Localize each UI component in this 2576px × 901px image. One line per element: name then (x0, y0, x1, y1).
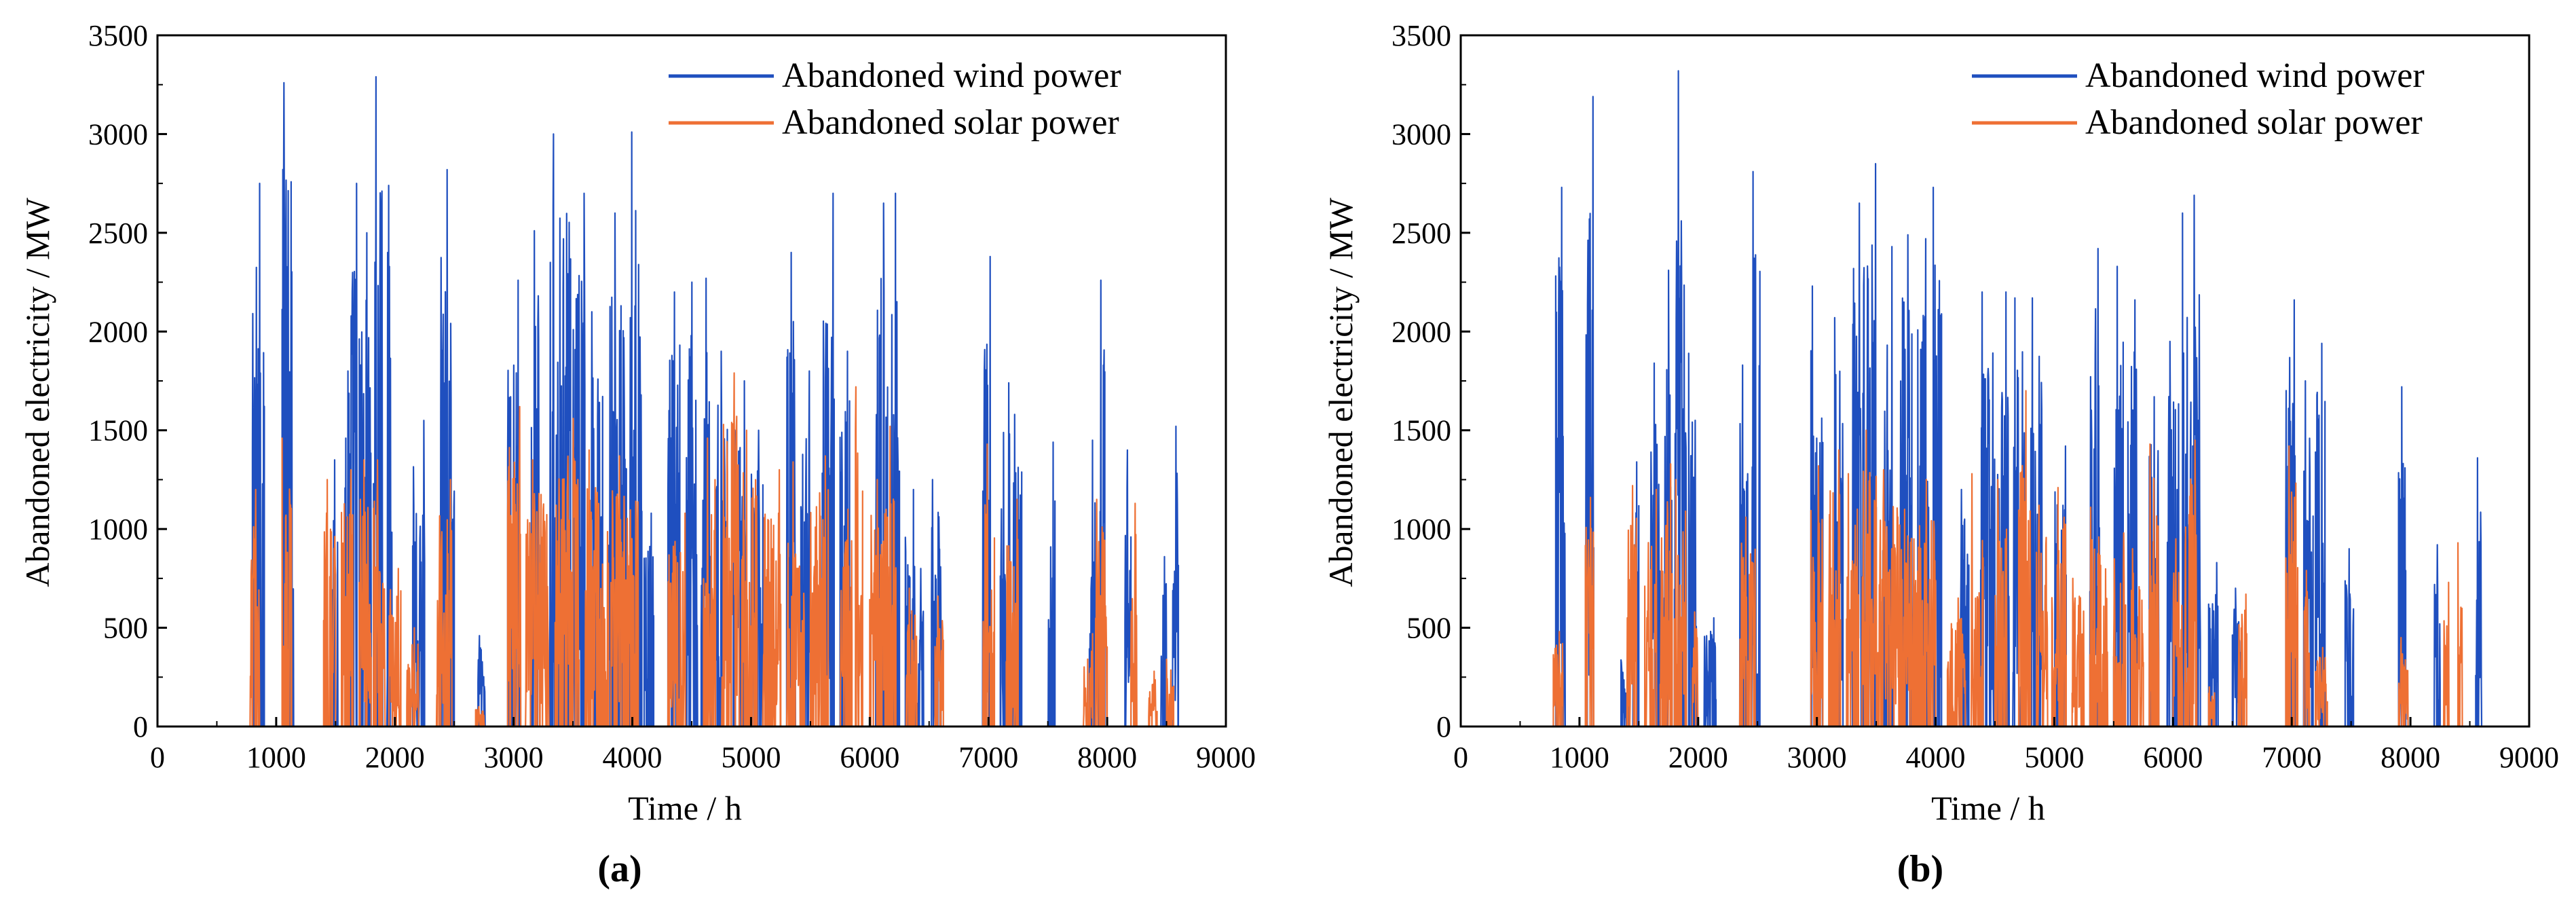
x-tick-label-a: 7000 (958, 741, 1018, 774)
legend-solar-label: Abandoned solar power (782, 103, 1119, 142)
x-tick-label-a: 6000 (840, 741, 899, 774)
legend-a: Abandoned wind power Abandoned solar pow… (669, 56, 1121, 142)
y-tick-label-a: 2000 (88, 315, 148, 348)
y-tick-label-b: 3000 (1392, 117, 1451, 151)
y-tick-label-b: 3500 (1392, 19, 1451, 52)
x-tick-label-a: 3000 (484, 741, 544, 774)
chart-panel-a: 0 1000 2000 3000 4000 5000 6000 7000 8000 9000 0 50… (18, 19, 1256, 890)
x-tick-label-a: 1000 (246, 741, 306, 774)
series-layer-b (1461, 70, 2529, 728)
x-tick-label-b: 6000 (2143, 741, 2203, 774)
y-axis-title-a: Abandoned electricity / MW (18, 197, 56, 587)
legend-wind-label: Abandoned wind power (2085, 56, 2425, 95)
y-tick-label-a: 0 (133, 710, 148, 743)
x-tick-label-b: 1000 (1550, 741, 1609, 774)
series-layer-a (157, 76, 1226, 728)
y-tick-label-a: 2500 (88, 217, 148, 250)
legend-solar-label: Abandoned solar power (2085, 103, 2423, 142)
series-line-wind-b (1461, 70, 2529, 728)
axes-layer-b: 0 1000 2000 3000 4000 5000 6000 7000 8000 9000 0 50… (1392, 19, 2559, 774)
y-tick-label-b: 1500 (1392, 414, 1451, 447)
x-tick-label-b: 0 (1453, 741, 1468, 774)
x-tick-label-a: 8000 (1077, 741, 1137, 774)
y-tick-label-a: 3000 (88, 117, 148, 151)
legend-b: Abandoned wind power Abandoned solar pow… (1972, 56, 2425, 142)
x-tick-label-b: 2000 (1668, 741, 1728, 774)
y-tick-label-b: 2500 (1392, 217, 1451, 250)
x-tick-label-a: 4000 (603, 741, 662, 774)
chart-panel-b: 0 1000 2000 3000 4000 5000 6000 7000 8000 9000 0 50… (1322, 19, 2559, 890)
y-tick-label-b: 0 (1436, 710, 1451, 743)
y-tick-label-a: 1000 (88, 513, 148, 546)
axes-layer-a: 0 1000 2000 3000 4000 5000 6000 7000 8000 9000 0 50… (88, 19, 1256, 774)
x-tick-label-b: 3000 (1787, 741, 1847, 774)
y-axis-title-b: Abandoned electricity / MW (1322, 197, 1360, 587)
y-tick-label-b: 2000 (1392, 315, 1451, 348)
x-tick-label-b: 4000 (1906, 741, 1966, 774)
x-tick-label-a: 0 (150, 741, 165, 774)
x-axis-title-b: Time / h (1931, 789, 2045, 827)
y-tick-label-a: 1500 (88, 414, 148, 447)
y-tick-label-a: 500 (103, 612, 148, 645)
x-axis-title-a: Time / h (628, 789, 742, 827)
x-tick-label-b: 8000 (2381, 741, 2440, 774)
x-tick-label-a: 5000 (721, 741, 781, 774)
y-tick-label-b: 1000 (1392, 513, 1451, 546)
x-tick-label-b: 9000 (2499, 741, 2559, 774)
x-tick-label-a: 2000 (365, 741, 425, 774)
y-tick-label-b: 500 (1406, 612, 1451, 645)
panel-label-b: (b) (1897, 848, 1943, 890)
legend-wind-label: Abandoned wind power (782, 56, 1121, 95)
x-tick-label-b: 7000 (2262, 741, 2321, 774)
x-tick-label-a: 9000 (1196, 741, 1256, 774)
series-line-wind-a (157, 76, 1226, 728)
x-tick-label-b: 5000 (2024, 741, 2084, 774)
y-tick-label-a: 3500 (88, 19, 148, 52)
panel-label-a: (a) (597, 848, 641, 890)
